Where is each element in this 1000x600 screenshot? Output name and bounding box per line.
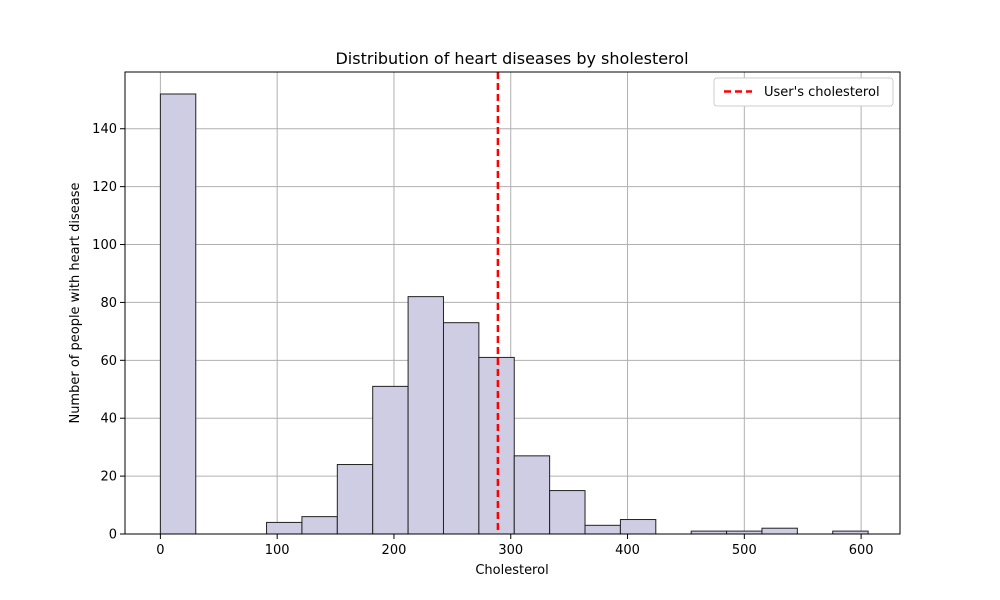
histogram-bar bbox=[442, 322, 480, 535]
legend-box bbox=[713, 77, 894, 107]
legend: User's cholesterol bbox=[713, 77, 894, 107]
x-tick-label: 500 bbox=[732, 543, 757, 558]
x-tick-label: 200 bbox=[382, 543, 407, 558]
histogram-bar bbox=[407, 296, 444, 535]
histogram-bar bbox=[619, 519, 657, 535]
y-tick-label: 140 bbox=[92, 122, 117, 137]
y-tick-label: 120 bbox=[92, 180, 117, 195]
histogram-bar bbox=[159, 93, 197, 535]
x-tick-label: 100 bbox=[265, 543, 290, 558]
histogram-bar bbox=[478, 356, 515, 535]
histogram-bars bbox=[159, 93, 869, 535]
y-axis-ticks: 0 20 40 60 80 100 120 140 bbox=[92, 122, 125, 543]
x-axis-label: Cholesterol bbox=[475, 563, 548, 578]
histogram-bar bbox=[372, 385, 409, 535]
x-axis-ticks: 0 100 200 300 400 500 600 bbox=[156, 534, 874, 558]
y-tick-label: 100 bbox=[92, 238, 117, 253]
x-tick-label: 400 bbox=[615, 543, 640, 558]
x-tick-label: 300 bbox=[498, 543, 523, 558]
chart-title: Distribution of heart diseases by sholes… bbox=[335, 49, 688, 68]
histogram-bar bbox=[513, 455, 551, 535]
legend-entry-label: User's cholesterol bbox=[764, 85, 880, 100]
grid-lines bbox=[125, 72, 900, 535]
histogram-bar bbox=[336, 464, 374, 535]
plot-area-border bbox=[124, 71, 901, 535]
y-axis-label: Number of people with heart disease bbox=[68, 182, 83, 423]
y-tick-label: 0 bbox=[109, 528, 117, 543]
histogram-bar bbox=[301, 516, 338, 535]
histogram-bar bbox=[266, 521, 303, 535]
histogram-bar bbox=[761, 527, 798, 535]
x-tick-label: 600 bbox=[849, 543, 874, 558]
y-tick-label: 80 bbox=[100, 296, 117, 311]
y-tick-label: 40 bbox=[100, 412, 117, 427]
y-tick-label: 20 bbox=[100, 470, 117, 485]
x-tick-label: 0 bbox=[156, 543, 164, 558]
histogram-bar bbox=[549, 490, 586, 535]
histogram-bar bbox=[584, 524, 621, 535]
y-tick-label: 60 bbox=[100, 354, 117, 369]
